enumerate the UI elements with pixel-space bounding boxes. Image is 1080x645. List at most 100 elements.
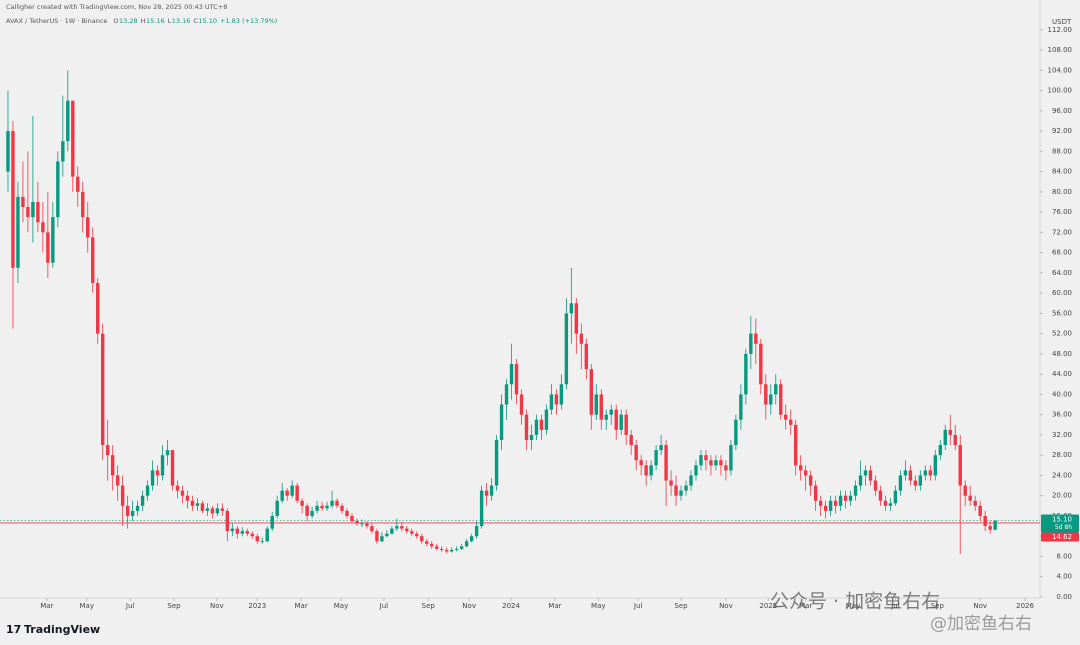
candle-body xyxy=(609,409,613,415)
candle-body xyxy=(275,500,279,516)
candle-body xyxy=(255,536,259,542)
candle-body xyxy=(240,531,245,534)
candle-body xyxy=(893,490,898,504)
y-tick-label: 24.00 xyxy=(1052,471,1072,479)
candle-body xyxy=(923,470,928,476)
candle-body xyxy=(794,424,798,466)
candle-body xyxy=(6,131,10,172)
candle-body xyxy=(594,394,598,415)
y-tick-label: 84.00 xyxy=(1052,168,1072,176)
credit: Calligher created with TradingView.com, … xyxy=(6,3,227,11)
candle-body xyxy=(798,465,803,471)
candle-body xyxy=(71,100,75,177)
x-tick-label: Mar xyxy=(548,602,561,610)
candle-body xyxy=(898,475,903,491)
candle-body xyxy=(948,429,952,435)
ohlc-label: L xyxy=(168,17,172,25)
candle-body xyxy=(843,495,848,501)
candle-body xyxy=(694,465,698,476)
ohlc-value: 15.10 xyxy=(198,17,217,25)
y-tick-label: 8.00 xyxy=(1056,552,1072,560)
y-tick-label: 80.00 xyxy=(1052,188,1072,196)
candle-body xyxy=(26,207,30,218)
candle-body xyxy=(789,419,793,425)
candle-body xyxy=(230,528,235,532)
candle-body xyxy=(220,508,225,511)
candle-body xyxy=(315,505,319,511)
candle-body xyxy=(415,533,419,537)
candle-body xyxy=(180,490,185,496)
candle-body xyxy=(963,485,967,496)
x-tick-label: 2026 xyxy=(1016,602,1034,610)
candle-body xyxy=(499,404,504,440)
candle-body xyxy=(76,176,80,192)
candle-body xyxy=(425,541,429,544)
candle-body xyxy=(101,333,105,446)
y-unit: USDT xyxy=(1052,18,1072,26)
y-tick-label: 52.00 xyxy=(1052,330,1072,338)
candle-body xyxy=(115,475,120,486)
candle-body xyxy=(400,526,404,529)
candle-body xyxy=(195,503,200,506)
candle-body xyxy=(584,343,589,370)
candle-body xyxy=(365,523,369,527)
candle-body xyxy=(509,364,514,385)
candle-body xyxy=(993,520,997,530)
candle-body xyxy=(848,495,853,501)
candle-body xyxy=(604,414,608,420)
candle-body xyxy=(210,508,215,514)
candle-body xyxy=(250,533,254,537)
candle-body xyxy=(614,409,618,430)
candle-body xyxy=(933,455,938,476)
candle-body xyxy=(360,523,364,525)
candle-body xyxy=(833,500,838,506)
candle-body xyxy=(200,503,205,511)
candle-body xyxy=(41,222,45,233)
candle-body xyxy=(719,460,723,466)
candle-body xyxy=(749,333,753,354)
candle-body xyxy=(494,439,499,486)
price-line-label: 14.62 xyxy=(1052,533,1072,541)
candle-body xyxy=(983,515,987,527)
candle-body xyxy=(21,196,25,208)
candle-body xyxy=(235,528,240,534)
x-tick-label: Jul xyxy=(125,602,135,610)
candle-body xyxy=(350,515,354,522)
candle-body xyxy=(684,485,688,491)
candle-body xyxy=(729,445,733,471)
candle-body xyxy=(928,470,933,476)
candle-body xyxy=(190,500,195,506)
x-tick-label: 2024 xyxy=(502,602,520,610)
candle-body xyxy=(454,548,459,550)
candle-body xyxy=(504,384,509,405)
candle-body xyxy=(873,480,878,491)
x-tick-label: Mar xyxy=(40,602,53,610)
candle-body xyxy=(559,384,564,405)
candle-body xyxy=(105,445,110,456)
candle-body xyxy=(769,394,773,405)
candle-body xyxy=(355,521,359,524)
x-tick-label: 2025 xyxy=(759,602,777,610)
candle-body xyxy=(534,419,539,435)
candle-body xyxy=(853,485,858,496)
candle-body xyxy=(225,510,230,532)
candle-body xyxy=(345,510,349,516)
candle-body xyxy=(988,526,992,530)
candle-body xyxy=(11,131,15,268)
candle-body xyxy=(385,533,389,537)
countdown: 5d 8h xyxy=(1055,524,1072,531)
candle-body xyxy=(808,475,813,486)
candle-body xyxy=(464,541,469,547)
candle-body xyxy=(66,100,70,142)
candle-body xyxy=(674,485,678,496)
ohlc-label: C xyxy=(193,17,198,25)
candle-body xyxy=(539,419,544,430)
y-tick-label: 92.00 xyxy=(1052,127,1072,135)
x-tick-label: Nov xyxy=(719,602,733,610)
candle-body xyxy=(330,500,334,506)
y-tick-label: 44.00 xyxy=(1052,370,1072,378)
candle-body xyxy=(265,528,269,542)
candle-body xyxy=(305,505,309,516)
candle-body xyxy=(908,470,913,481)
